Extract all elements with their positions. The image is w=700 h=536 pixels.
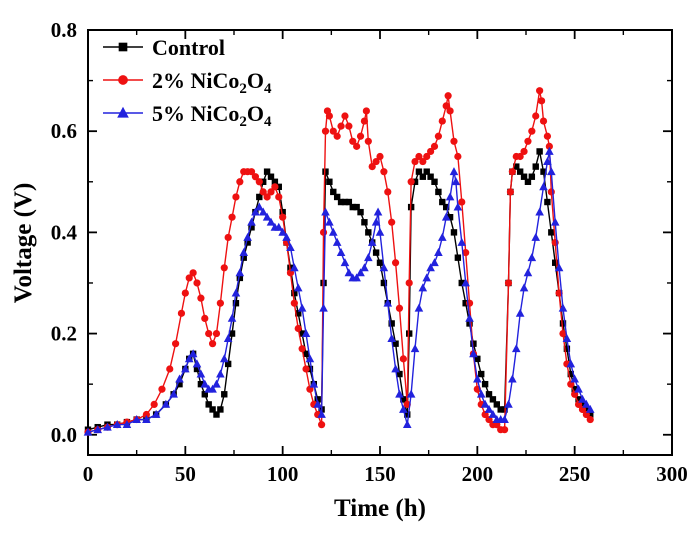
legend-item-control: Control <box>103 35 225 60</box>
svg-text:250: 250 <box>559 462 591 486</box>
svg-text:0.8: 0.8 <box>51 18 77 42</box>
y-axis-title: Voltage (V) <box>10 182 37 304</box>
legend: Control 2% NiCo2O4 5% NiCo2O4 <box>103 35 272 130</box>
svg-text:200: 200 <box>462 462 494 486</box>
svg-text:5% NiCo2O4: 5% NiCo2O4 <box>152 101 272 130</box>
svg-text:Control: Control <box>152 35 225 60</box>
x-axis: 0 50 100 150 200 250 300 <box>83 30 688 486</box>
svg-text:0.2: 0.2 <box>51 322 77 346</box>
series-5-nico2o4 <box>83 146 595 436</box>
svg-text:0.6: 0.6 <box>51 119 77 143</box>
svg-text:50: 50 <box>175 462 196 486</box>
legend-item-5-nico2o4: 5% NiCo2O4 <box>103 101 272 130</box>
y-axis: 0.0 0.2 0.4 0.6 0.8 <box>51 18 672 447</box>
svg-text:300: 300 <box>656 462 688 486</box>
x-axis-title: Time (h) <box>334 495 426 522</box>
svg-text:100: 100 <box>267 462 299 486</box>
svg-text:0.0: 0.0 <box>51 423 77 447</box>
svg-text:0: 0 <box>83 462 94 486</box>
series-2-nico2o4 <box>84 87 594 436</box>
legend-item-2-nico2o4: 2% NiCo2O4 <box>103 68 272 97</box>
svg-text:2% NiCo2O4: 2% NiCo2O4 <box>152 68 272 97</box>
svg-text:150: 150 <box>364 462 396 486</box>
svg-text:0.4: 0.4 <box>51 220 78 244</box>
